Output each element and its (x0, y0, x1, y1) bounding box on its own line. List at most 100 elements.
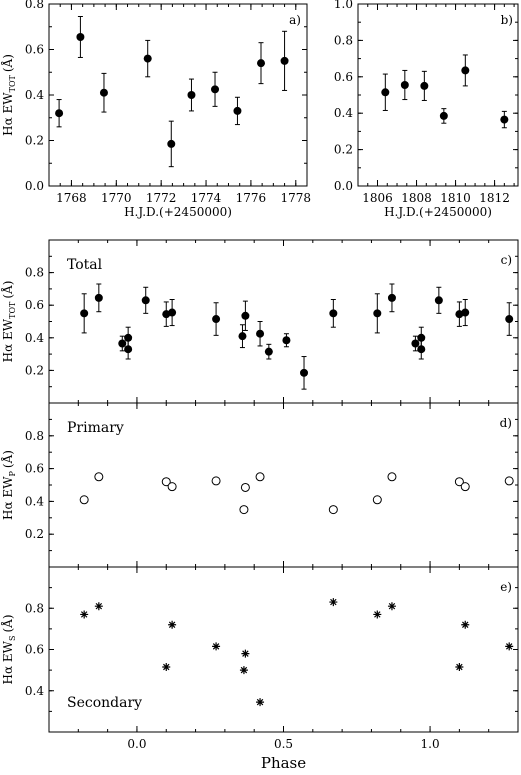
data-point (239, 666, 248, 675)
panel-label: a) (289, 13, 301, 27)
x-tick-label: 1812 (479, 191, 510, 205)
y-tick-label: 0.8 (25, 0, 44, 11)
data-point (417, 345, 426, 354)
y-axis-label-unit: (Å) (0, 615, 15, 633)
data-point (461, 66, 470, 75)
data-point (461, 620, 470, 629)
data-point (238, 332, 247, 341)
data-point (241, 649, 250, 658)
data-point (161, 477, 171, 487)
data-point (454, 477, 464, 487)
x-tick-label: 1770 (101, 191, 132, 205)
x-tick-label: 1810 (440, 191, 471, 205)
data-point (212, 315, 221, 324)
data-point (118, 339, 127, 348)
x-tick-label: 1806 (362, 191, 393, 205)
y-tick-label: 0.4 (25, 331, 44, 345)
y-axis-label-sub: P (8, 470, 17, 476)
y-axis-label-unit: (Å) (0, 54, 15, 72)
data-point (167, 482, 177, 492)
data-point (168, 308, 177, 317)
y-tick-label: 0.4 (25, 494, 44, 508)
data-point (300, 368, 309, 377)
data-point (167, 139, 176, 148)
panel-label: d) (500, 416, 512, 430)
data-point (381, 88, 390, 97)
y-tick-label: 1.0 (334, 0, 353, 11)
y-axis-label-main: Hα EW (1, 318, 15, 362)
panel-title: Secondary (67, 695, 142, 711)
data-point (504, 476, 514, 486)
data-point (505, 642, 514, 651)
data-point (387, 602, 396, 611)
y-axis-label-sub: TOT (8, 301, 17, 319)
data-point (211, 85, 220, 94)
data-point (241, 311, 250, 320)
panel-a: 0.0 0.2 0.4 0.6 0.8 1768 1770 1772 1774 1776 1778 a… (0, 0, 311, 219)
y-axis-label-sub: TOT (8, 74, 17, 92)
data-point (256, 329, 265, 338)
panel-label: b) (501, 13, 513, 27)
y-axis-label: Hα EWP (Å) (0, 450, 17, 520)
y-tick-label: 0.0 (334, 179, 353, 193)
plot-frame-b (357, 3, 519, 187)
data-point (329, 309, 338, 318)
y-tick-label: 0.0 (25, 179, 44, 193)
data-point (239, 505, 249, 515)
data-point (162, 663, 171, 672)
y-tick-label: 0.8 (25, 429, 44, 443)
data-point (328, 505, 338, 515)
y-tick-label: 0.4 (25, 88, 44, 102)
data-point (372, 495, 382, 505)
y-tick-label: 0.6 (334, 70, 353, 84)
data-point (505, 315, 514, 324)
data-point (124, 333, 133, 342)
data-point (373, 610, 382, 619)
data-point (124, 345, 133, 354)
plot-frame-c (48, 239, 519, 404)
data-point (240, 482, 250, 492)
y-tick-label: 0.6 (25, 298, 44, 312)
y-tick-label: 0.6 (25, 462, 44, 476)
y-tick-label: 0.2 (25, 527, 44, 541)
data-point (461, 308, 470, 317)
panel-c: 0.2 0.4 0.6 0.8 c) Total Hα EWTOT (Å) (0, 239, 519, 404)
data-point (141, 296, 150, 305)
x-tick-label: 1808 (401, 191, 432, 205)
panel-e: 0.4 0.6 0.8 0.0 0.5 1.0 e) Secondary Hα EWS (Å) (0, 566, 519, 751)
y-tick-label: 0.4 (334, 106, 353, 120)
y-tick-label: 0.2 (25, 134, 44, 148)
y-axis-label: Hα EWS (Å) (0, 615, 17, 685)
data-point (233, 106, 242, 115)
x-axis-label: H.J.D.(+2450000) (124, 205, 232, 219)
x-tick-label: 0.5 (274, 737, 293, 751)
panel-label: e) (500, 580, 512, 594)
data-point (500, 115, 509, 124)
data-point (187, 91, 196, 99)
y-axis-label-main: Hα EW (1, 640, 15, 684)
data-point (282, 336, 291, 345)
data-point (387, 472, 397, 482)
data-point (420, 81, 429, 90)
y-tick-label: 0.4 (25, 684, 44, 698)
panel-title: Total (67, 257, 103, 273)
y-axis-label-main: Hα EW (1, 92, 15, 136)
y-axis-label: Hα EWTOT (Å) (0, 281, 17, 363)
data-point (94, 293, 103, 302)
y-tick-label: 0.2 (334, 143, 353, 157)
data-point (373, 309, 382, 318)
panel-label: c) (501, 253, 512, 267)
x-tick-label: 1776 (236, 191, 267, 205)
data-point (329, 598, 338, 607)
data-point (212, 642, 221, 651)
data-point (99, 88, 108, 97)
data-point (455, 663, 464, 672)
x-axis-label: H.J.D.(+2450000) (384, 205, 492, 219)
data-point (80, 610, 89, 619)
data-point (76, 32, 85, 41)
data-point (434, 296, 443, 305)
x-tick-label: 0.0 (127, 737, 146, 751)
y-axis-label-unit: (Å) (0, 450, 15, 468)
panel-d: 0.2 0.4 0.6 0.8 d) Primary Hα EWP (Å) (0, 402, 519, 568)
x-tick-label: 1778 (281, 191, 312, 205)
